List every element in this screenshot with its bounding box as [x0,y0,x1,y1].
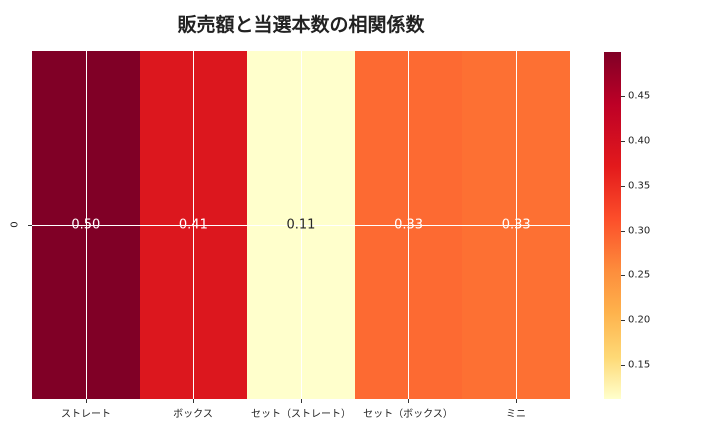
colorbar-tick [621,275,625,276]
colorbar-tick [621,141,625,142]
x-tick-label: セット（ボックス） [363,409,453,420]
colorbar-label: 0.25 [628,269,651,281]
colorbar-tick [621,186,625,187]
colorbar-tick [621,320,625,321]
colorbar-tick [621,231,625,232]
cell-value: 0.33 [394,217,424,233]
colorbar-label: 0.30 [628,225,651,237]
grid-line [32,225,570,226]
x-tick-label: ストレート [61,409,111,420]
x-tick-label: ミニ [506,409,526,420]
x-tick-label: セット（ストレート） [251,409,351,420]
heatmap-cell: 0.50 [32,51,140,399]
x-tick [86,399,87,403]
colorbar-tick [621,96,625,97]
chart-title: 販売額と当選本数の相関係数 [177,14,425,36]
colorbar-label: 0.45 [628,90,651,102]
colorbar-label: 0.40 [628,135,651,147]
y-tick [28,225,32,226]
colorbar-label: 0.15 [628,359,651,371]
x-tick [193,399,194,403]
colorbar [604,52,621,399]
x-tick [516,399,517,403]
colorbar-label: 0.35 [628,180,651,192]
cell-value: 0.50 [71,217,101,233]
colorbar-label: 0.20 [628,314,651,326]
heatmap-cell: 0.11 [247,51,355,399]
y-tick-label: 0 [9,221,21,228]
x-tick [301,399,302,403]
x-tick [408,399,409,403]
cell-value: 0.11 [286,217,316,233]
colorbar-tick [621,365,625,366]
heatmap: 0.50 0.41 0.11 0.33 0.33 [32,51,570,399]
cell-value: 0.33 [501,217,531,233]
x-tick-label: ボックス [173,409,213,420]
cell-value: 0.41 [178,217,208,233]
